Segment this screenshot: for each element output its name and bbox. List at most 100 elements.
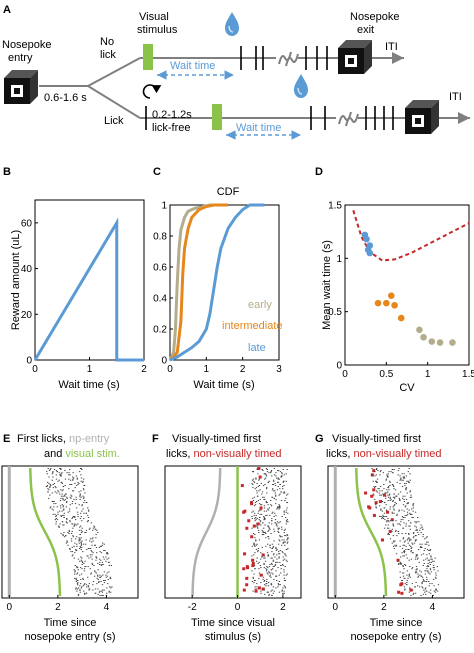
lick-tick [92, 589, 94, 591]
lick-tick [54, 486, 56, 488]
lick-tick [264, 473, 267, 475]
lick-tick [276, 525, 278, 527]
non-visual-lick [257, 586, 261, 590]
lick-tick [258, 503, 261, 505]
lick-tick [399, 561, 402, 563]
lick-tick [417, 534, 420, 536]
lick-tick [97, 532, 99, 533]
lick-tick [99, 551, 101, 553]
lick-tick [284, 492, 286, 494]
lick-free-label-2: lick-free [152, 122, 191, 134]
lick-tick [267, 554, 270, 556]
lick-tick [417, 532, 419, 533]
lick-tick [79, 545, 81, 547]
lick-tick [256, 492, 258, 494]
lick-tick [279, 540, 281, 542]
lick-tick [79, 574, 81, 576]
lick-tick [437, 590, 439, 592]
lick-tick [55, 514, 58, 516]
lick-tick [404, 517, 406, 518]
panel-f-title-line-2: licks, non-visually timed [166, 448, 282, 460]
lick-tick [398, 562, 400, 564]
lick-tick [383, 527, 386, 529]
wait-time-label-bottom: Wait time [236, 122, 281, 134]
lick-tick [80, 516, 83, 517]
lick-tick [89, 548, 92, 549]
lick-tick [394, 544, 396, 546]
lick-tick [63, 512, 65, 514]
lick-tick [80, 549, 82, 550]
lick-tick [265, 502, 267, 504]
lick-tick [65, 506, 68, 508]
lick-tick [82, 585, 85, 587]
lick-tick [259, 565, 262, 566]
non-visual-lick [250, 502, 254, 506]
lick-tick [278, 553, 281, 555]
lick-tick [269, 514, 271, 516]
lick-tick [265, 585, 267, 587]
lick-tick [268, 507, 271, 509]
lick-tick [255, 560, 258, 562]
lick-tick [88, 528, 91, 530]
lick-tick [401, 552, 403, 554]
lick-tick [425, 590, 427, 592]
lick-tick [97, 575, 99, 577]
lick-tick [382, 514, 384, 516]
branch-lick-line [87, 85, 141, 119]
lick-tick [109, 576, 112, 578]
lick-tick [70, 484, 72, 485]
lick-tick [406, 503, 408, 505]
lick-tick [419, 543, 421, 545]
non-visual-lick [370, 473, 374, 477]
lick-tick [271, 564, 273, 565]
lick-tick [270, 562, 273, 564]
lick-tick [80, 583, 82, 585]
water-drop-icon-bottom [293, 73, 309, 99]
lick-tick [434, 576, 437, 578]
lick-tick [266, 502, 268, 504]
panel-c-y-tick-label: 0 [161, 356, 167, 367]
lick-tick [404, 506, 406, 508]
lick-tick [260, 524, 262, 526]
lick-tick [260, 567, 262, 569]
lick-tick [103, 580, 105, 581]
panel-c-letter: C [153, 166, 161, 178]
no-lick-label-2: lick [100, 49, 116, 61]
lick-tick [70, 533, 73, 534]
lick-tick [279, 536, 282, 538]
lick-tick [287, 541, 289, 543]
lick-tick [85, 584, 88, 586]
lick-tick [421, 526, 423, 528]
lick-tick [46, 471, 48, 473]
lick-tick [405, 549, 407, 550]
lick-tick [284, 528, 286, 530]
lick-tick [284, 554, 286, 556]
panel-b-xlabel: Wait time (s) [58, 379, 119, 391]
lick-tick [94, 544, 96, 546]
lick-tick [68, 472, 70, 474]
lick-tick [73, 525, 75, 527]
lick-tick [255, 544, 257, 546]
lick-tick [61, 493, 63, 495]
lick-tick [397, 523, 399, 525]
lick-tick [402, 497, 404, 499]
lick-tick [271, 551, 273, 553]
lick-tick [78, 537, 80, 539]
lick-tick [398, 510, 400, 512]
lick-tick [280, 544, 283, 546]
lick-tick [98, 558, 101, 560]
panel-b-ylabel: Reward amount (uL) [10, 230, 22, 330]
lick-tick [391, 469, 394, 470]
lick-tick [391, 528, 394, 530]
lick-tick [393, 509, 396, 511]
lick-tick [80, 556, 82, 558]
lick-tick [254, 518, 256, 520]
lick-tick [407, 538, 409, 540]
panel-g-axes [327, 465, 465, 599]
lick-tick [403, 522, 405, 524]
lick-tick [281, 536, 283, 538]
lick-tick [77, 593, 80, 595]
title-segment: np-entry [69, 433, 110, 445]
lick-tick [423, 562, 425, 564]
lick-tick [420, 575, 422, 577]
